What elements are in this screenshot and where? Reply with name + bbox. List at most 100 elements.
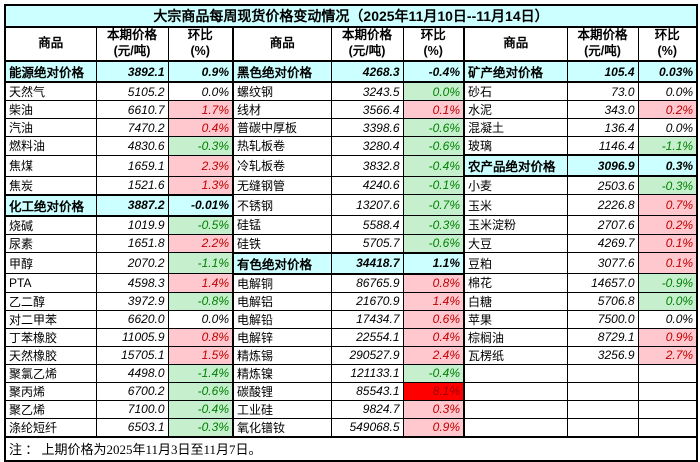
commodity-name-cell[interactable]: 汽油 <box>4 118 97 137</box>
price-cell[interactable]: 73.0 <box>566 81 639 101</box>
commodity-name-cell[interactable]: 甲醇 <box>4 252 97 274</box>
pct-change-cell[interactable]: -0.01% <box>167 193 234 217</box>
commodity-name-cell[interactable]: 涤纶短纤 <box>4 417 97 437</box>
commodity-name-cell[interactable]: 白糖 <box>463 291 568 311</box>
header-commodity-2[interactable]: 商品 <box>232 26 332 62</box>
pct-change-cell[interactable]: 0.8% <box>402 273 465 293</box>
price-cell[interactable]: 3972.9 <box>95 291 169 311</box>
price-cell[interactable]: 2503.6 <box>566 175 639 195</box>
price-cell[interactable]: 3243.5 <box>330 81 404 101</box>
pct-change-cell[interactable]: -0.6% <box>402 233 465 253</box>
pct-change-cell[interactable]: 0.0% <box>637 118 698 137</box>
commodity-name-cell[interactable]: 矿产绝对价格 <box>463 60 568 83</box>
commodity-name-cell[interactable]: 农产品绝对价格 <box>463 154 568 177</box>
pct-change-cell[interactable]: 0.1% <box>402 100 465 119</box>
price-cell[interactable]: 5705.7 <box>330 233 404 253</box>
pct-change-cell[interactable]: 0.0% <box>637 81 698 101</box>
price-cell[interactable]: 1146.4 <box>566 136 639 156</box>
price-cell[interactable]: 121133.1 <box>330 363 404 383</box>
price-cell[interactable]: 3832.8 <box>330 154 404 177</box>
price-cell[interactable]: 3566.4 <box>330 100 404 119</box>
pct-change-cell[interactable] <box>637 417 698 437</box>
commodity-name-cell[interactable]: 冷轧板卷 <box>232 154 332 177</box>
price-cell[interactable]: 7100.0 <box>95 399 169 419</box>
commodity-name-cell[interactable]: 工业硅 <box>232 399 332 419</box>
table-title[interactable]: 大宗商品每周现货价格变动情况（2025年11月10日--11月14日） <box>4 4 698 28</box>
price-cell[interactable]: 11005.9 <box>95 327 169 347</box>
commodity-name-cell[interactable]: 烧碱 <box>4 215 97 235</box>
commodity-name-cell[interactable]: 苹果 <box>463 309 568 329</box>
commodity-name-cell[interactable]: 硅锰 <box>232 215 332 235</box>
commodity-name-cell[interactable]: 豆粕 <box>463 252 568 274</box>
price-cell[interactable] <box>566 381 639 401</box>
commodity-name-cell[interactable]: 棉花 <box>463 273 568 293</box>
price-cell[interactable]: 4268.3 <box>330 60 404 83</box>
pct-change-cell[interactable] <box>637 363 698 383</box>
pct-change-cell[interactable]: 2.3% <box>167 154 234 177</box>
commodity-name-cell[interactable]: 能源绝对价格 <box>4 60 97 83</box>
commodity-name-cell[interactable]: 玻璃 <box>463 136 568 156</box>
price-cell[interactable]: 17434.7 <box>330 309 404 329</box>
header-price-2[interactable]: 本期价格 (元/吨) <box>330 26 404 62</box>
pct-change-cell[interactable]: -0.8% <box>167 291 234 311</box>
pct-change-cell[interactable]: -0.3% <box>637 175 698 195</box>
pct-change-cell[interactable]: -0.4% <box>402 60 465 83</box>
pct-change-cell[interactable]: -0.4% <box>167 399 234 419</box>
price-cell[interactable]: 3256.9 <box>566 345 639 365</box>
pct-change-cell[interactable]: 1.4% <box>167 273 234 293</box>
pct-change-cell[interactable]: 1.4% <box>402 291 465 311</box>
commodity-name-cell[interactable]: 精炼镍 <box>232 363 332 383</box>
commodity-name-cell[interactable]: 有色绝对价格 <box>232 251 332 275</box>
commodity-name-cell[interactable]: 焦炭 <box>4 175 97 195</box>
pct-change-cell[interactable]: 1.1% <box>402 251 465 275</box>
price-cell[interactable]: 86765.9 <box>330 273 404 293</box>
commodity-name-cell[interactable]: 燃料油 <box>4 136 97 156</box>
price-cell[interactable]: 343.0 <box>566 100 639 119</box>
commodity-name-cell[interactable] <box>463 417 568 437</box>
pct-change-cell[interactable]: -1.1% <box>167 252 234 274</box>
price-cell[interactable]: 1651.8 <box>95 233 169 253</box>
price-cell[interactable]: 15705.1 <box>95 345 169 365</box>
price-cell[interactable]: 2226.8 <box>566 194 639 216</box>
pct-change-cell[interactable]: 0.1% <box>637 233 698 253</box>
commodity-name-cell[interactable]: 电解铜 <box>232 273 332 293</box>
commodity-name-cell[interactable]: 天然橡胶 <box>4 345 97 365</box>
commodity-name-cell[interactable]: 不锈钢 <box>232 194 332 216</box>
commodity-name-cell[interactable]: 聚丙烯 <box>4 381 97 401</box>
pct-change-cell[interactable]: 1.5% <box>167 345 234 365</box>
price-cell[interactable]: 6620.0 <box>95 309 169 329</box>
pct-change-cell[interactable]: 0.2% <box>637 100 698 119</box>
price-cell[interactable]: 2707.6 <box>566 215 639 235</box>
commodity-name-cell[interactable]: 焦煤 <box>4 154 97 177</box>
commodity-name-cell[interactable]: 碳酸锂 <box>232 381 332 401</box>
price-cell[interactable]: 105.4 <box>566 60 639 83</box>
footer-note[interactable]: 注 ： 上期价格为2025年11月3日至11月7日。 <box>4 435 698 461</box>
pct-change-cell[interactable]: -0.4% <box>402 154 465 177</box>
commodity-name-cell[interactable]: 丁苯橡胶 <box>4 327 97 347</box>
commodity-name-cell[interactable]: 精炼锡 <box>232 345 332 365</box>
commodity-name-cell[interactable]: 尿素 <box>4 233 97 253</box>
price-cell[interactable]: 5105.2 <box>95 81 169 101</box>
price-cell[interactable]: 4830.6 <box>95 136 169 156</box>
price-cell[interactable]: 4498.0 <box>95 363 169 383</box>
price-cell[interactable]: 7470.2 <box>95 118 169 137</box>
commodity-name-cell[interactable]: 棕榈油 <box>463 327 568 347</box>
pct-change-cell[interactable]: -0.3% <box>167 136 234 156</box>
price-cell[interactable]: 3887.2 <box>95 193 169 217</box>
pct-change-cell[interactable]: 0.7% <box>637 194 698 216</box>
commodity-name-cell[interactable]: 柴油 <box>4 100 97 119</box>
price-cell[interactable] <box>566 399 639 419</box>
price-cell[interactable]: 1521.6 <box>95 175 169 195</box>
price-cell[interactable]: 4240.6 <box>330 175 404 195</box>
pct-change-cell[interactable]: 0.0% <box>637 309 698 329</box>
pct-change-cell[interactable]: -0.3% <box>167 417 234 437</box>
commodity-name-cell[interactable]: 电解铅 <box>232 309 332 329</box>
price-cell[interactable]: 14657.0 <box>566 273 639 293</box>
commodity-name-cell[interactable] <box>463 399 568 419</box>
pct-change-cell[interactable]: 1.3% <box>167 175 234 195</box>
commodity-name-cell[interactable]: 化工绝对价格 <box>4 193 97 217</box>
header-commodity-3[interactable]: 商品 <box>463 26 568 62</box>
commodity-name-cell[interactable]: 聚乙烯 <box>4 399 97 419</box>
pct-change-cell[interactable]: 0.0% <box>167 81 234 101</box>
commodity-name-cell[interactable]: 硅铁 <box>232 233 332 253</box>
